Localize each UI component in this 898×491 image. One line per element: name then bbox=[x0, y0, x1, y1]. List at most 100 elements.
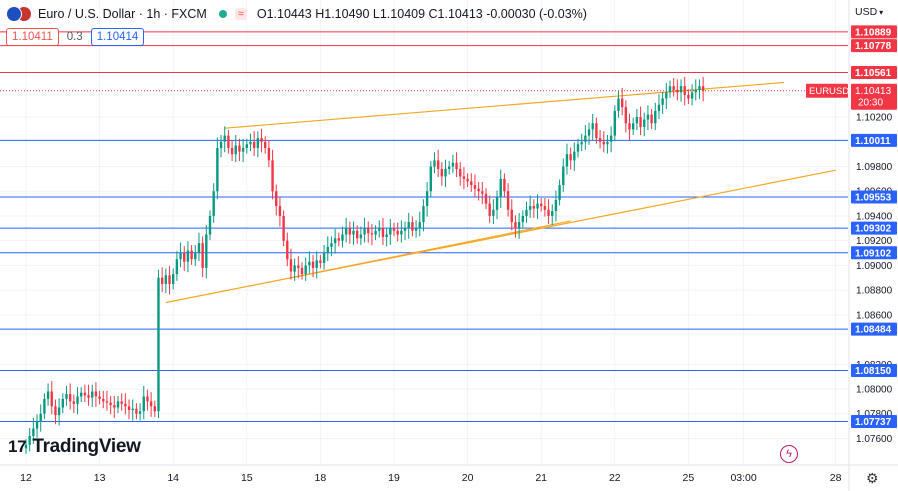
candle-body bbox=[481, 191, 484, 194]
candle-body bbox=[632, 123, 635, 130]
candle-body bbox=[275, 191, 278, 207]
symbol-tag-label: EURUSD bbox=[809, 86, 849, 97]
candle-body bbox=[547, 209, 550, 216]
candle-body bbox=[190, 250, 193, 260]
candle-body bbox=[330, 243, 333, 247]
level-label-bg bbox=[851, 415, 897, 429]
y-tick-label: 1.10200 bbox=[856, 113, 893, 124]
candle-body bbox=[109, 402, 112, 406]
candle-body bbox=[267, 147, 271, 161]
candle-body bbox=[429, 166, 432, 192]
x-tick-label: 13 bbox=[94, 472, 106, 484]
buy-button[interactable]: 1.10414 bbox=[90, 28, 145, 46]
candle-body bbox=[551, 211, 554, 216]
candle-body bbox=[61, 398, 64, 408]
candle-body bbox=[216, 147, 219, 192]
candle-body bbox=[514, 222, 517, 229]
candle-body bbox=[573, 151, 576, 161]
candle-body bbox=[337, 238, 340, 241]
level-label-bg bbox=[851, 39, 897, 53]
x-tick-label: 21 bbox=[535, 472, 547, 484]
visibility-toggle-icon[interactable]: ≈ bbox=[234, 8, 247, 20]
candle-body bbox=[385, 234, 388, 237]
candle-body bbox=[234, 145, 237, 155]
candle-body bbox=[238, 145, 241, 152]
currency-selector[interactable]: USD ▾ bbox=[855, 6, 883, 18]
candle-body bbox=[378, 228, 381, 231]
candle-body bbox=[510, 209, 513, 223]
x-tick-label: 18 bbox=[315, 472, 327, 484]
candle-body bbox=[517, 222, 521, 229]
candle-body bbox=[113, 405, 116, 408]
candle-body bbox=[300, 267, 304, 275]
candle-body bbox=[687, 94, 690, 99]
candles bbox=[24, 76, 705, 454]
symbol-title[interactable]: Euro / U.S. Dollar · 1h · FXCM bbox=[38, 7, 207, 21]
currency-label: USD bbox=[855, 6, 878, 18]
candle-body bbox=[352, 230, 355, 235]
candle-body bbox=[80, 392, 83, 397]
gear-icon[interactable]: ⚙ bbox=[866, 470, 879, 486]
candle-body bbox=[282, 215, 285, 241]
candle-body bbox=[208, 215, 212, 235]
candle-body bbox=[617, 98, 620, 111]
market-open-icon bbox=[218, 10, 227, 18]
y-tick-label: 1.08000 bbox=[856, 385, 893, 396]
candle-body bbox=[650, 114, 653, 124]
candle-body bbox=[525, 209, 528, 216]
y-tick-label: 1.07600 bbox=[856, 434, 893, 445]
candle-body bbox=[127, 406, 131, 411]
level-label-bg bbox=[851, 190, 897, 204]
candle-body bbox=[503, 178, 506, 192]
candle-body bbox=[701, 86, 705, 91]
candle-body bbox=[473, 185, 477, 189]
candle-body bbox=[223, 135, 226, 142]
candle-body bbox=[433, 160, 436, 167]
candle-body bbox=[396, 230, 399, 235]
x-tick-label: 12 bbox=[20, 472, 32, 484]
candle-body bbox=[344, 228, 348, 235]
candle-body bbox=[403, 228, 407, 231]
candle-body bbox=[241, 147, 245, 152]
candle-body bbox=[146, 396, 149, 402]
level-label-bg bbox=[851, 322, 897, 336]
candle-body bbox=[83, 392, 87, 396]
candle-body bbox=[602, 141, 605, 145]
level-label-bg bbox=[851, 65, 897, 79]
trendline bbox=[290, 220, 571, 279]
candle-body bbox=[212, 191, 215, 216]
candle-body bbox=[462, 176, 466, 179]
candle-body bbox=[24, 444, 28, 449]
candle-body bbox=[91, 391, 94, 398]
candle-body bbox=[157, 277, 160, 412]
candle-body bbox=[694, 89, 697, 93]
candle-body bbox=[116, 401, 120, 408]
x-tick-label: 22 bbox=[609, 472, 621, 484]
candle-body bbox=[598, 138, 602, 142]
candle-body bbox=[186, 250, 190, 262]
level-label: 1.10561 bbox=[855, 68, 892, 79]
candle-body bbox=[414, 228, 418, 231]
candle-body bbox=[484, 193, 488, 204]
candle-body bbox=[477, 188, 480, 192]
candle-body bbox=[389, 228, 392, 235]
candle-body bbox=[260, 138, 263, 142]
candle-body bbox=[683, 86, 686, 95]
sell-button[interactable]: 1.10411 bbox=[6, 28, 59, 46]
y-tick-label: 1.08800 bbox=[856, 286, 893, 297]
candle-body bbox=[326, 246, 329, 254]
candle-body bbox=[293, 265, 296, 272]
tradingview-logo: 17 TradingView bbox=[8, 436, 141, 458]
chart-header: Euro / U.S. Dollar · 1h · FXCM ≈ O1.1044… bbox=[6, 4, 587, 24]
candle-body bbox=[319, 260, 322, 263]
trendline bbox=[165, 169, 836, 304]
candle-body bbox=[68, 393, 72, 402]
y-tick-label: 1.09000 bbox=[856, 261, 893, 272]
flash-icon[interactable]: ϟ bbox=[780, 445, 798, 463]
candle-body bbox=[245, 144, 248, 148]
candle-body bbox=[333, 238, 337, 244]
candle-body bbox=[591, 123, 594, 130]
candle-body bbox=[57, 407, 61, 415]
